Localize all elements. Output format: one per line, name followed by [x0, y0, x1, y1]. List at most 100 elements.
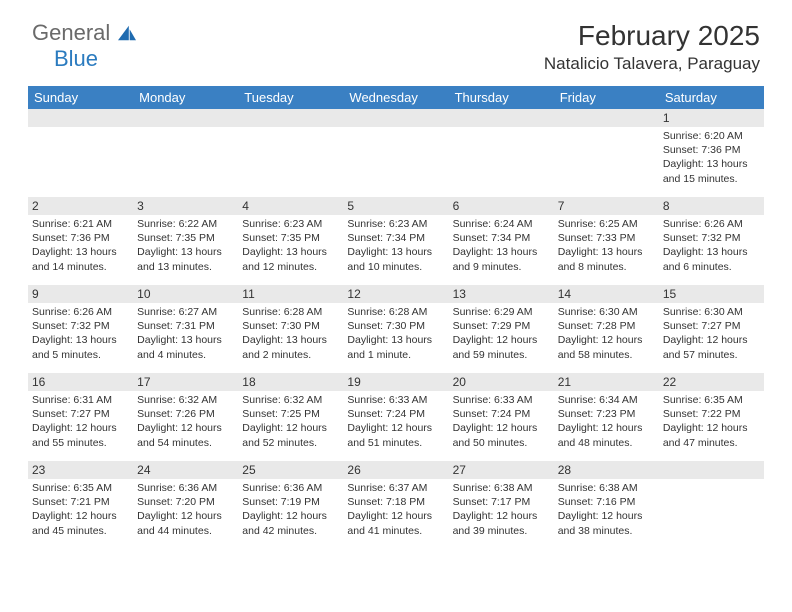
- calendar-cell: 15Sunrise: 6:30 AMSunset: 7:27 PMDayligh…: [659, 285, 764, 373]
- sun-info: Sunrise: 6:22 AMSunset: 7:35 PMDaylight:…: [137, 217, 234, 274]
- day-number: 3: [133, 197, 238, 215]
- logo: General Blue: [32, 20, 138, 72]
- calendar-cell: 5 Sunrise: 6:23 AMSunset: 7:34 PMDaylight…: [343, 197, 448, 285]
- weekday-header: Monday: [133, 86, 238, 109]
- day-number: 18: [238, 373, 343, 391]
- sun-info: Sunrise: 6:23 AMSunset: 7:34 PMDaylight:…: [347, 217, 444, 274]
- day-number: 16: [28, 373, 133, 391]
- calendar-cell: 21Sunrise: 6:34 AMSunset: 7:23 PMDayligh…: [554, 373, 659, 461]
- calendar-body: 1Sunrise: 6:20 AMSunset: 7:36 PMDaylight…: [28, 109, 764, 549]
- day-number: 7: [554, 197, 659, 215]
- calendar-cell: 26 Sunrise: 6:37 AMSunset: 7:18 PMDayligh…: [343, 461, 448, 549]
- calendar-cell: 4Sunrise: 6:23 AMSunset: 7:35 PMDaylight…: [238, 197, 343, 285]
- calendar-week-row: 9 Sunrise: 6:26 AMSunset: 7:32 PMDaylight…: [28, 285, 764, 373]
- calendar-cell: 8 Sunrise: 6:26 AMSunset: 7:32 PMDaylight…: [659, 197, 764, 285]
- sun-info: Sunrise: 6:35 AMSunset: 7:21 PMDaylight:…: [32, 481, 129, 538]
- calendar-cell: 6 Sunrise: 6:24 AMSunset: 7:34 PMDaylight…: [449, 197, 554, 285]
- sun-info: Sunrise: 6:37 AMSunset: 7:18 PMDaylight:…: [347, 481, 444, 538]
- sun-info: Sunrise: 6:24 AMSunset: 7:34 PMDaylight:…: [453, 217, 550, 274]
- month-year-title: February 2025: [544, 20, 760, 52]
- calendar-cell: 19 Sunrise: 6:33 AMSunset: 7:24 PMDayligh…: [343, 373, 448, 461]
- sun-info: Sunrise: 6:29 AMSunset: 7:29 PMDaylight:…: [453, 305, 550, 362]
- calendar-cell: 23 Sunrise: 6:35 AMSunset: 7:21 PMDayligh…: [28, 461, 133, 549]
- day-number: 28: [554, 461, 659, 479]
- logo-text-general: General: [32, 20, 110, 45]
- calendar-week-row: 2Sunrise: 6:21 AMSunset: 7:36 PMDaylight…: [28, 197, 764, 285]
- sun-info: Sunrise: 6:33 AMSunset: 7:24 PMDaylight:…: [453, 393, 550, 450]
- calendar-cell: 16 Sunrise: 6:31 AMSunset: 7:27 PMDayligh…: [28, 373, 133, 461]
- sun-info: Sunrise: 6:20 AMSunset: 7:36 PMDaylight:…: [663, 129, 760, 186]
- calendar-week-row: 23 Sunrise: 6:35 AMSunset: 7:21 PMDayligh…: [28, 461, 764, 549]
- calendar-cell: 20 Sunrise: 6:33 AMSunset: 7:24 PMDayligh…: [449, 373, 554, 461]
- logo-text: General Blue: [32, 20, 138, 72]
- day-number: 19: [343, 373, 448, 391]
- location-subtitle: Natalicio Talavera, Paraguay: [544, 54, 760, 74]
- calendar-cell: 2Sunrise: 6:21 AMSunset: 7:36 PMDaylight…: [28, 197, 133, 285]
- day-number: 26: [343, 461, 448, 479]
- day-number: 12: [343, 285, 448, 303]
- calendar-cell: 24 Sunrise: 6:36 AMSunset: 7:20 PMDayligh…: [133, 461, 238, 549]
- day-number: [554, 109, 659, 127]
- calendar-cell: 25 Sunrise: 6:36 AMSunset: 7:19 PMDayligh…: [238, 461, 343, 549]
- calendar-cell: 28 Sunrise: 6:38 AMSunset: 7:16 PMDayligh…: [554, 461, 659, 549]
- weekday-header: Thursday: [449, 86, 554, 109]
- sun-info: Sunrise: 6:31 AMSunset: 7:27 PMDaylight:…: [32, 393, 129, 450]
- calendar-cell: [449, 109, 554, 197]
- sun-info: Sunrise: 6:25 AMSunset: 7:33 PMDaylight:…: [558, 217, 655, 274]
- calendar-cell: 14Sunrise: 6:30 AMSunset: 7:28 PMDayligh…: [554, 285, 659, 373]
- day-number: 23: [28, 461, 133, 479]
- sun-info: Sunrise: 6:26 AMSunset: 7:32 PMDaylight:…: [32, 305, 129, 362]
- calendar-cell: 10Sunrise: 6:27 AMSunset: 7:31 PMDayligh…: [133, 285, 238, 373]
- calendar-cell: 7 Sunrise: 6:25 AMSunset: 7:33 PMDaylight…: [554, 197, 659, 285]
- sun-info: Sunrise: 6:32 AMSunset: 7:25 PMDaylight:…: [242, 393, 339, 450]
- logo-sail-icon: [116, 24, 138, 42]
- sun-info: Sunrise: 6:38 AMSunset: 7:16 PMDaylight:…: [558, 481, 655, 538]
- day-number: 13: [449, 285, 554, 303]
- calendar-cell: 1Sunrise: 6:20 AMSunset: 7:36 PMDaylight…: [659, 109, 764, 197]
- sun-info: Sunrise: 6:28 AMSunset: 7:30 PMDaylight:…: [347, 305, 444, 362]
- day-number: [238, 109, 343, 127]
- sun-info: Sunrise: 6:36 AMSunset: 7:19 PMDaylight:…: [242, 481, 339, 538]
- sun-info: Sunrise: 6:26 AMSunset: 7:32 PMDaylight:…: [663, 217, 760, 274]
- calendar-cell: [659, 461, 764, 549]
- day-number: 21: [554, 373, 659, 391]
- sun-info: Sunrise: 6:21 AMSunset: 7:36 PMDaylight:…: [32, 217, 129, 274]
- weekday-header: Friday: [554, 86, 659, 109]
- sun-info: Sunrise: 6:33 AMSunset: 7:24 PMDaylight:…: [347, 393, 444, 450]
- day-number: 8: [659, 197, 764, 215]
- page-header: General Blue February 2025 Natalicio Tal…: [0, 0, 792, 80]
- sun-info: Sunrise: 6:23 AMSunset: 7:35 PMDaylight:…: [242, 217, 339, 274]
- day-number: 5: [343, 197, 448, 215]
- day-number: [28, 109, 133, 127]
- day-number: 27: [449, 461, 554, 479]
- day-number: 22: [659, 373, 764, 391]
- calendar-week-row: 1Sunrise: 6:20 AMSunset: 7:36 PMDaylight…: [28, 109, 764, 197]
- sun-info: Sunrise: 6:36 AMSunset: 7:20 PMDaylight:…: [137, 481, 234, 538]
- calendar-cell: [554, 109, 659, 197]
- day-number: [449, 109, 554, 127]
- calendar-cell: 13 Sunrise: 6:29 AMSunset: 7:29 PMDayligh…: [449, 285, 554, 373]
- calendar-cell: [343, 109, 448, 197]
- day-number: 25: [238, 461, 343, 479]
- day-number: 6: [449, 197, 554, 215]
- sun-info: Sunrise: 6:35 AMSunset: 7:22 PMDaylight:…: [663, 393, 760, 450]
- calendar-cell: [133, 109, 238, 197]
- day-number: 15: [659, 285, 764, 303]
- calendar-cell: 17 Sunrise: 6:32 AMSunset: 7:26 PMDayligh…: [133, 373, 238, 461]
- weekday-header: Saturday: [659, 86, 764, 109]
- day-number: 20: [449, 373, 554, 391]
- sun-info: Sunrise: 6:32 AMSunset: 7:26 PMDaylight:…: [137, 393, 234, 450]
- calendar-cell: [28, 109, 133, 197]
- day-number: 11: [238, 285, 343, 303]
- calendar-cell: 12 Sunrise: 6:28 AMSunset: 7:30 PMDayligh…: [343, 285, 448, 373]
- day-number: [133, 109, 238, 127]
- day-number: 9: [28, 285, 133, 303]
- day-number: 24: [133, 461, 238, 479]
- day-number: [659, 461, 764, 479]
- day-number: 14: [554, 285, 659, 303]
- calendar-cell: 9 Sunrise: 6:26 AMSunset: 7:32 PMDaylight…: [28, 285, 133, 373]
- day-number: 17: [133, 373, 238, 391]
- weekday-header: Sunday: [28, 86, 133, 109]
- calendar: SundayMondayTuesdayWednesdayThursdayFrid…: [28, 86, 764, 549]
- calendar-cell: 3 Sunrise: 6:22 AMSunset: 7:35 PMDaylight…: [133, 197, 238, 285]
